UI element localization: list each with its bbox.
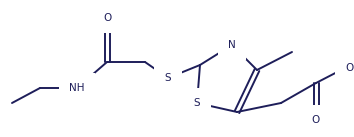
Text: OH: OH (345, 63, 354, 73)
Text: S: S (194, 98, 200, 108)
Text: O: O (103, 13, 111, 23)
Text: S: S (165, 73, 171, 83)
Text: NH: NH (69, 83, 85, 93)
Text: N: N (228, 40, 236, 50)
Text: O: O (312, 115, 320, 125)
